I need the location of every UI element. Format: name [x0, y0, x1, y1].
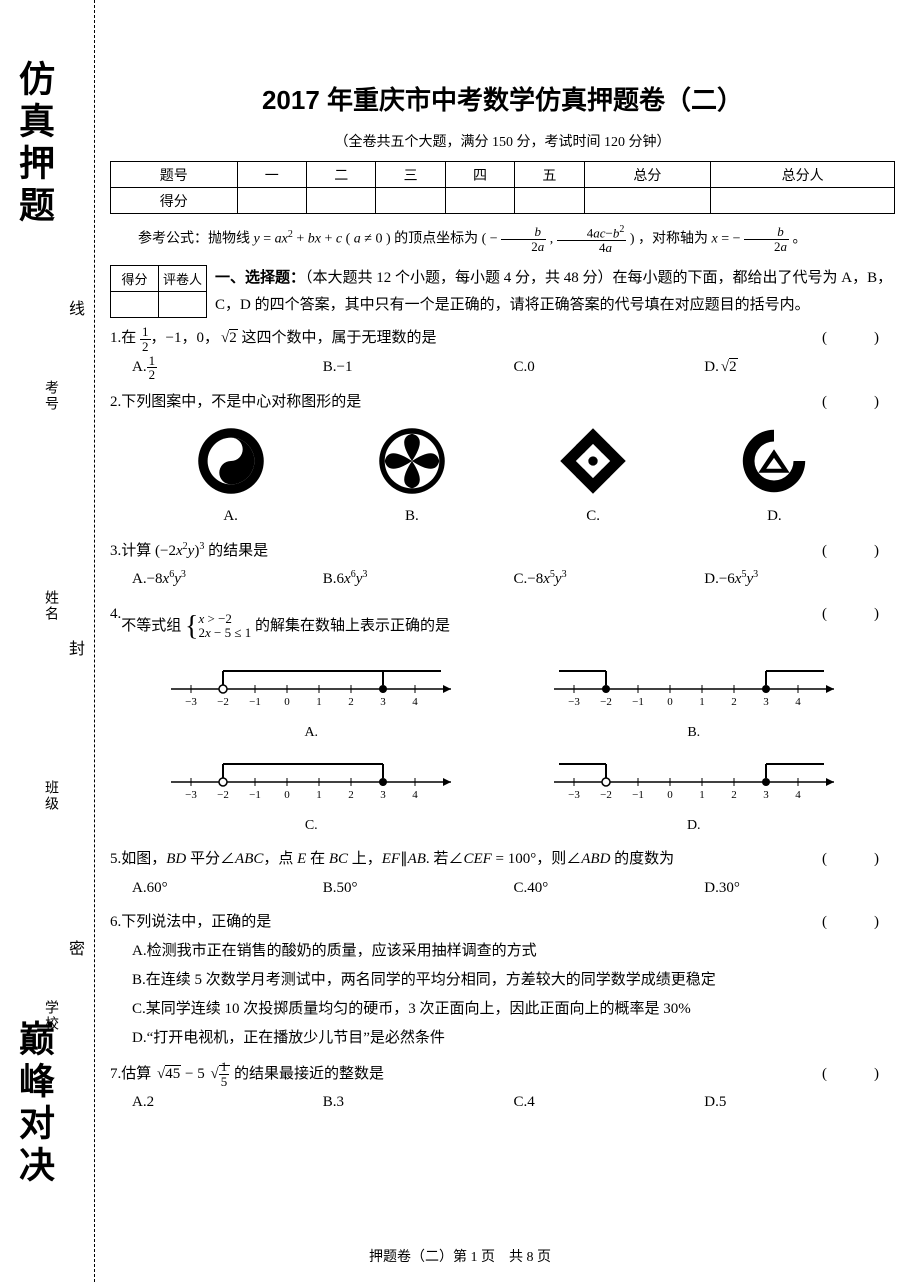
- logo-c: [549, 422, 637, 500]
- svg-text:−3: −3: [568, 789, 580, 800]
- logo-d: [730, 422, 818, 500]
- q4-row1: −3−2−101234 A. −3−2−101234 B.: [120, 659, 885, 746]
- question-1: 1. 在 12，−1，0，2 这四个数中，属于无理数的是 ( ) A.12 B.…: [110, 324, 895, 381]
- svg-text:−2: −2: [600, 789, 612, 800]
- sidebar-label-class: 班级: [40, 780, 60, 812]
- svg-text:−3: −3: [185, 696, 197, 707]
- score-h7: 总分人: [711, 162, 895, 188]
- svg-text:1: 1: [317, 789, 323, 800]
- logo-a: [187, 422, 275, 500]
- page-footer: 押题卷（二）第 1 页 共 8 页: [0, 1246, 920, 1266]
- sidebar-seal-feng: 封: [62, 640, 86, 666]
- numline-a: −3−2−101234 A.: [161, 659, 461, 746]
- svg-text:−2: −2: [600, 696, 612, 707]
- svg-text:−1: −1: [632, 789, 644, 800]
- svg-text:−1: −1: [632, 696, 644, 707]
- svg-text:−1: −1: [249, 696, 261, 707]
- q4-sys1: x > −2: [198, 611, 231, 626]
- svg-text:3: 3: [381, 789, 387, 800]
- svg-text:−2: −2: [217, 696, 229, 707]
- grader-table: 得分评卷人: [110, 265, 207, 318]
- question-6: 6. 下列说法中，正确的是 ( ) A.检测我市正在销售的酸奶的质量，应该采用抽…: [110, 908, 895, 1054]
- numline-c: −3−2−101234 C.: [161, 752, 461, 839]
- score-h2: 二: [306, 162, 375, 188]
- numline-b: −3−2−101234 B.: [544, 659, 844, 746]
- svg-text:3: 3: [763, 696, 769, 707]
- question-2: 2. 下列图案中，不是中心对称图形的是 ( ) A. B. C. D.: [110, 388, 895, 531]
- q2-logos: [140, 422, 865, 500]
- answer-paren: ( ): [822, 908, 895, 937]
- score-h6: 总分: [584, 162, 711, 188]
- logo-b: [368, 422, 456, 500]
- svg-text:−1: −1: [249, 789, 261, 800]
- q3-options: A.−8x6y3 B.6x6y3 C.−8x5y3 D.−6x5y3: [132, 565, 895, 594]
- svg-text:4: 4: [795, 789, 801, 800]
- q4-row2: −3−2−101234 C. −3−2−101234 D.: [120, 752, 885, 839]
- svg-text:3: 3: [763, 789, 769, 800]
- score-h5: 五: [515, 162, 584, 188]
- svg-text:0: 0: [667, 789, 673, 800]
- q2-captions: A. B. C. D.: [140, 502, 865, 531]
- section-1-head: 得分评卷人 一、选择题：（本大题共 12 个小题，每小题 4 分，共 48 分）…: [110, 265, 895, 318]
- svg-text:1: 1: [699, 789, 705, 800]
- sidebar-seal-line: 线: [62, 300, 86, 326]
- q7-options: A.2 B.3 C.4 D.5: [132, 1088, 895, 1117]
- page-subtitle: （全卷共五个大题，满分 150 分，考试时间 120 分钟）: [110, 131, 895, 151]
- section-1-text: 一、选择题：（本大题共 12 个小题，每小题 4 分，共 48 分）在每小题的下…: [215, 265, 895, 318]
- svg-text:−3: −3: [568, 696, 580, 707]
- sidebar: 仿真押题 巅峰对决 考号 姓名 班级 学校 线 封 密: [0, 0, 95, 1282]
- sidebar-label-examno: 考号: [40, 380, 60, 412]
- q4-sys2: 2x − 5 ≤ 1: [198, 625, 251, 640]
- question-5: 5. 如图，BD 平分∠ABC，点 E 在 BC 上，EF∥AB. 若∠CEF …: [110, 845, 895, 902]
- main-content: 2017 年重庆市中考数学仿真押题卷（二） （全卷共五个大题，满分 150 分，…: [110, 0, 895, 1117]
- svg-text:2: 2: [349, 789, 355, 800]
- question-4: 4. 不等式组 {x > −22x − 5 ≤ 1 的解集在数轴上表示正确的是 …: [110, 600, 895, 839]
- q6-options: A.检测我市正在销售的酸奶的质量，应该采用抽样调查的方式 B.在连续 5 次数学…: [132, 937, 895, 1054]
- answer-paren: ( ): [822, 845, 895, 874]
- q5-options: A.60° B.50° C.40° D.30°: [132, 874, 895, 903]
- svg-text:4: 4: [413, 696, 419, 707]
- svg-text:2: 2: [349, 696, 355, 707]
- score-h3: 三: [376, 162, 445, 188]
- answer-paren: ( ): [822, 388, 895, 417]
- numline-d: −3−2−101234 D.: [544, 752, 844, 839]
- score-h0: 题号: [111, 162, 238, 188]
- svg-text:0: 0: [667, 696, 673, 707]
- score-h1: 一: [237, 162, 306, 188]
- svg-text:3: 3: [381, 696, 387, 707]
- answer-paren: ( ): [822, 324, 895, 353]
- svg-text:4: 4: [413, 789, 419, 800]
- svg-text:0: 0: [285, 789, 291, 800]
- svg-text:2: 2: [731, 696, 737, 707]
- question-7: 7. 估算 45 − 5 15 的结果最接近的整数是 ( ) A.2 B.3 C…: [110, 1060, 895, 1117]
- sidebar-label-school: 学校: [40, 1000, 60, 1032]
- svg-text:−2: −2: [217, 789, 229, 800]
- score-row-label: 得分: [111, 188, 238, 214]
- svg-text:2: 2: [731, 789, 737, 800]
- score-table: 题号 一 二 三 四 五 总分 总分人 得分: [110, 161, 895, 214]
- answer-paren: ( ): [822, 1060, 895, 1089]
- svg-text:−3: −3: [185, 789, 197, 800]
- answer-paren: ( ): [822, 537, 895, 566]
- q1-options: A.12 B.−1 C.0 D.2: [132, 353, 895, 382]
- svg-text:4: 4: [795, 696, 801, 707]
- svg-text:1: 1: [317, 696, 323, 707]
- page-title: 2017 年重庆市中考数学仿真押题卷（二）: [110, 80, 895, 117]
- reference-formula: 参考公式：抛物线 y = ax2 + bx + c ( a ≠ 0 ) 的顶点坐…: [110, 224, 895, 255]
- sidebar-label-name: 姓名: [40, 590, 60, 622]
- sidebar-title-bottom: 巅峰对决: [8, 1020, 60, 1188]
- answer-paren: ( ): [822, 600, 895, 629]
- svg-text:0: 0: [285, 696, 291, 707]
- svg-text:1: 1: [699, 696, 705, 707]
- sidebar-title-top: 仿真押题: [8, 60, 60, 228]
- sidebar-seal-mi: 密: [62, 940, 86, 966]
- question-3: 3. 计算 (−2x2y)3 的结果是 ( ) A.−8x6y3 B.6x6y3…: [110, 537, 895, 594]
- score-h4: 四: [445, 162, 514, 188]
